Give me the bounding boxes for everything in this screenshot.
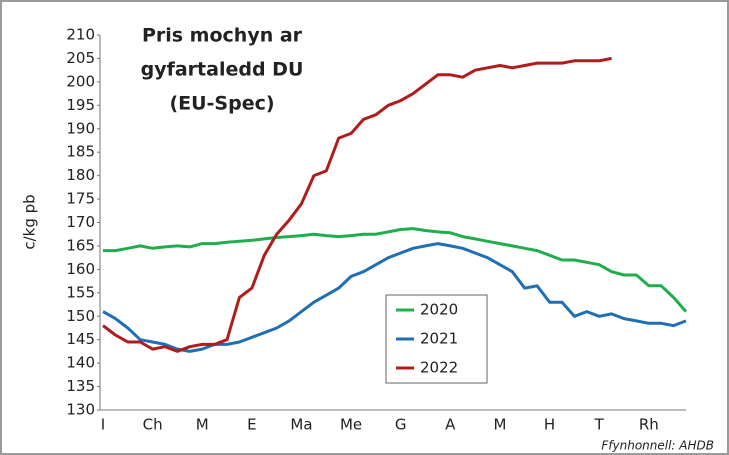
y-tick-label: 185 <box>66 143 95 161</box>
line-series <box>102 56 612 353</box>
line-series <box>102 242 687 353</box>
x-tick-label: M <box>493 416 506 434</box>
x-tick-label: Rh <box>639 416 659 434</box>
y-tick-label: 140 <box>66 354 95 372</box>
x-tick-label: G <box>395 416 407 434</box>
y-tick-label: 160 <box>66 260 95 278</box>
y-tick-label: 195 <box>66 96 95 114</box>
x-tick-label: E <box>247 416 256 434</box>
x-tick-label: Me <box>340 416 362 434</box>
x-tick-label: T <box>594 416 605 434</box>
y-axis-label: c/kg pb <box>21 194 39 249</box>
x-tick-label: I <box>101 416 105 434</box>
y-tick-label: 190 <box>66 119 95 137</box>
chart-title: Pris mochyn ar <box>142 25 303 47</box>
line-series <box>103 227 688 313</box>
x-tick-label: Ch <box>143 416 163 434</box>
legend-label: 2020 <box>420 301 458 319</box>
x-tick-label: H <box>544 416 555 434</box>
y-tick-label: 175 <box>66 190 95 208</box>
x-tick-label: A <box>445 416 456 434</box>
y-tick-label: 205 <box>66 49 95 67</box>
legend-label: 2022 <box>420 359 458 377</box>
y-tick-label: 135 <box>66 377 95 395</box>
source: Ffynhonnell: AHDB <box>601 439 714 453</box>
y-tick-label: 210 <box>66 26 95 44</box>
chart-title: gyfartaledd DU <box>141 59 304 81</box>
y-tick-label: 165 <box>66 236 95 254</box>
legend-label: 2021 <box>420 330 458 348</box>
y-tick-label: 145 <box>66 330 95 348</box>
x-tick-label: M <box>196 416 209 434</box>
y-tick-label: 130 <box>66 401 95 419</box>
chart-title: (EU-Spec) <box>169 93 274 115</box>
y-tick-label: 150 <box>66 307 95 325</box>
x-tick-label: Ma <box>290 416 312 434</box>
y-tick-label: 200 <box>66 72 95 90</box>
y-tick-label: 155 <box>66 283 95 301</box>
y-tick-label: 170 <box>66 213 95 231</box>
y-tick-label: 180 <box>66 166 95 184</box>
